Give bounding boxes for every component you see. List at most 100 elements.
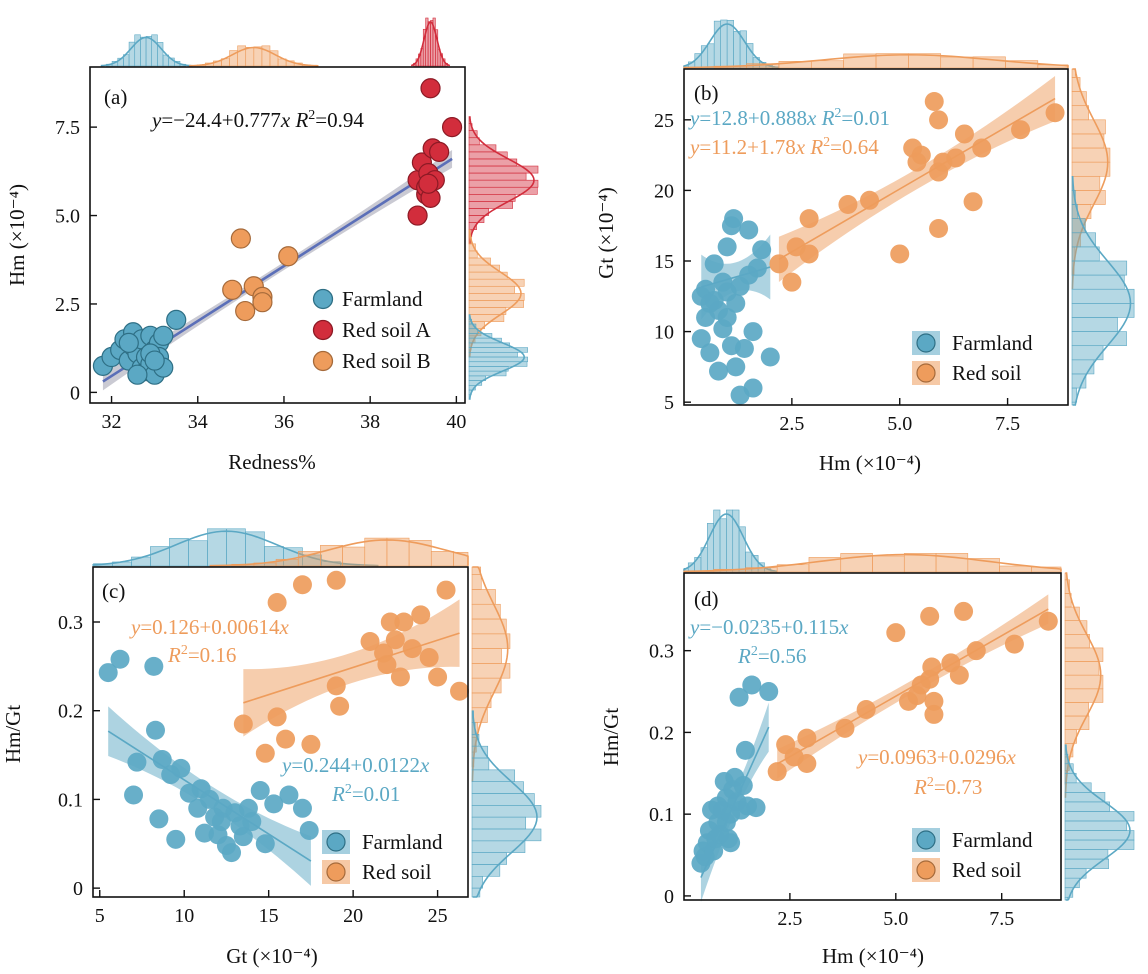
data-point-red-soil: [428, 667, 448, 687]
x-tick-label: 40: [446, 411, 466, 433]
data-point-red-soil: [920, 606, 940, 626]
data-point-red-soil: [1004, 634, 1024, 654]
ticks-a: 32 34 36 38 40 0 2.5 5.0 7.5: [55, 117, 466, 433]
right-hist-bar-red-soil-b: [468, 293, 525, 301]
top-density-farmland: [683, 23, 779, 69]
right-hist-bar-farmland: [468, 333, 493, 339]
legend-b: Farmland Red soil: [912, 331, 1033, 385]
data-point-farmland: [250, 781, 270, 801]
data-point-farmland: [696, 307, 716, 327]
right-hist-bar-red-soil: [1071, 175, 1101, 191]
top-hist-bar-farmland: [733, 31, 741, 69]
fit-equation-d-farmland-line2: R2=0.56: [737, 644, 806, 668]
y-tick-label: 10: [654, 322, 674, 344]
data-point-farmland: [704, 254, 724, 274]
right-hist-bar-red-soil-b: [468, 257, 491, 266]
plot-area-b: [691, 75, 1065, 405]
top-density-farmland: [100, 36, 192, 67]
data-point-red-soil: [886, 623, 906, 643]
x-tick-label: 32: [102, 411, 122, 433]
data-point-red-soil-b: [230, 228, 251, 249]
right-hist-bar-red-soil-a: [468, 144, 497, 153]
right-hist-bar-red-soil: [471, 648, 502, 664]
y-tick-label: 0.3: [649, 641, 674, 663]
right-hist-bar-red-soil: [1071, 147, 1111, 163]
fit-equation-d-red-soil-line2: R2=0.73: [913, 775, 982, 799]
top-hist-bar-farmland: [169, 538, 189, 567]
axes-frame-a: [89, 66, 466, 404]
fit-equation-b-farmland: y=12.8+0.888x R2=0.01: [688, 106, 890, 130]
top-hist-bar-red-soil: [342, 546, 366, 567]
data-point-red-soil-b: [235, 300, 256, 322]
top-hist-bar-farmland: [145, 36, 152, 67]
data-point-red-soil: [267, 592, 287, 612]
right-marginal-b: [1071, 68, 1135, 406]
top-hist-bar-red-soil: [430, 551, 454, 567]
right-hist-bar-farmland: [471, 769, 516, 782]
x-tick-label: 2.5: [779, 413, 804, 435]
right-hist-bar-red-soil-a: [468, 179, 539, 188]
y-tick-label: 0: [73, 878, 83, 900]
top-hist-bar-red-soil: [386, 537, 410, 567]
data-point-red-soil-a: [441, 117, 463, 138]
y-axis-title-c: Hm/Gt: [1, 705, 25, 764]
data-point-farmland: [734, 339, 754, 359]
x-tick-label: 7.5: [995, 413, 1020, 435]
data-point-red-soil-b: [222, 279, 243, 300]
data-point-red-soil: [385, 630, 405, 650]
right-hist-bar-farmland: [1071, 260, 1128, 276]
top-hist-bar-farmland: [726, 19, 734, 69]
panel-b: 2.5 5.0 7.5 5 10 15 20 25 (b) y=12.8+0.888x R2=…: [594, 19, 1135, 475]
data-point-farmland: [721, 833, 741, 853]
panel-label-c: (c): [102, 579, 125, 603]
right-hist-bar-farmland: [1064, 849, 1109, 860]
data-point-red-soil: [1045, 103, 1065, 123]
legend-marker-farmland: [312, 288, 334, 310]
data-point-red-soil: [929, 110, 949, 130]
data-point-farmland: [724, 209, 744, 229]
data-point-red-soil: [377, 655, 397, 675]
data-point-farmland: [144, 350, 165, 371]
legend-d: Farmland Red soil: [912, 828, 1033, 882]
panel-c: 5 10 15 20 25 0 0.1 0.2 0.3 (c) y=0.126+0.00614x…: [1, 528, 542, 968]
top-hist-bar-red-soil-b: [269, 50, 279, 67]
fit-line-red-soil: [778, 97, 1056, 261]
top-hist-bar-red-soil: [999, 565, 1032, 573]
right-hist-bar-farmland: [471, 864, 501, 877]
data-point-red-soil: [767, 762, 787, 782]
legend-marker-farmland-b: [916, 333, 936, 353]
top-hist-bar-farmland: [207, 528, 227, 567]
right-hist-bar-red-soil: [1064, 634, 1090, 649]
top-hist-bar-red-soil: [872, 555, 905, 573]
data-point-farmland: [691, 329, 711, 349]
fit-equation-c-red-soil-line2: R2=0.16: [167, 643, 236, 667]
data-point-red-soil-a: [418, 173, 439, 194]
x-tick-label: 5.0: [883, 908, 908, 930]
data-point-red-soil: [890, 244, 910, 264]
data-point-red-soil: [797, 728, 817, 748]
data-point-red-soil: [436, 580, 456, 600]
data-point-red-soil-b: [278, 246, 299, 267]
data-point-farmland: [166, 309, 187, 330]
legend-a: Farmland Red soil A Red soil B: [312, 287, 432, 373]
data-point-red-soil: [1011, 120, 1031, 140]
x-axis-title-a: Redness%: [228, 450, 316, 474]
data-point-farmland: [149, 809, 169, 829]
data-point-farmland: [292, 798, 312, 818]
data-point-red-soil: [949, 665, 969, 685]
top-hist-bar-farmland: [726, 509, 734, 573]
right-hist-bar-farmland: [1071, 246, 1100, 262]
top-hist-bar-farmland: [157, 42, 164, 67]
data-point-farmland: [733, 776, 753, 796]
top-hist-bar-red-soil: [810, 60, 844, 69]
data-point-farmland: [194, 823, 214, 843]
data-point-red-soil: [797, 753, 817, 773]
right-hist-bar-red-soil: [471, 603, 501, 620]
x-tick-label: 7.5: [989, 908, 1014, 930]
data-point-farmland: [110, 649, 130, 669]
data-point-farmland: [760, 347, 780, 367]
legend-label-farmland: Farmland: [342, 287, 423, 311]
right-hist-bar-red-soil: [1071, 161, 1111, 177]
panel-label-d: (d): [694, 587, 719, 611]
y-tick-label: 2.5: [55, 294, 80, 316]
